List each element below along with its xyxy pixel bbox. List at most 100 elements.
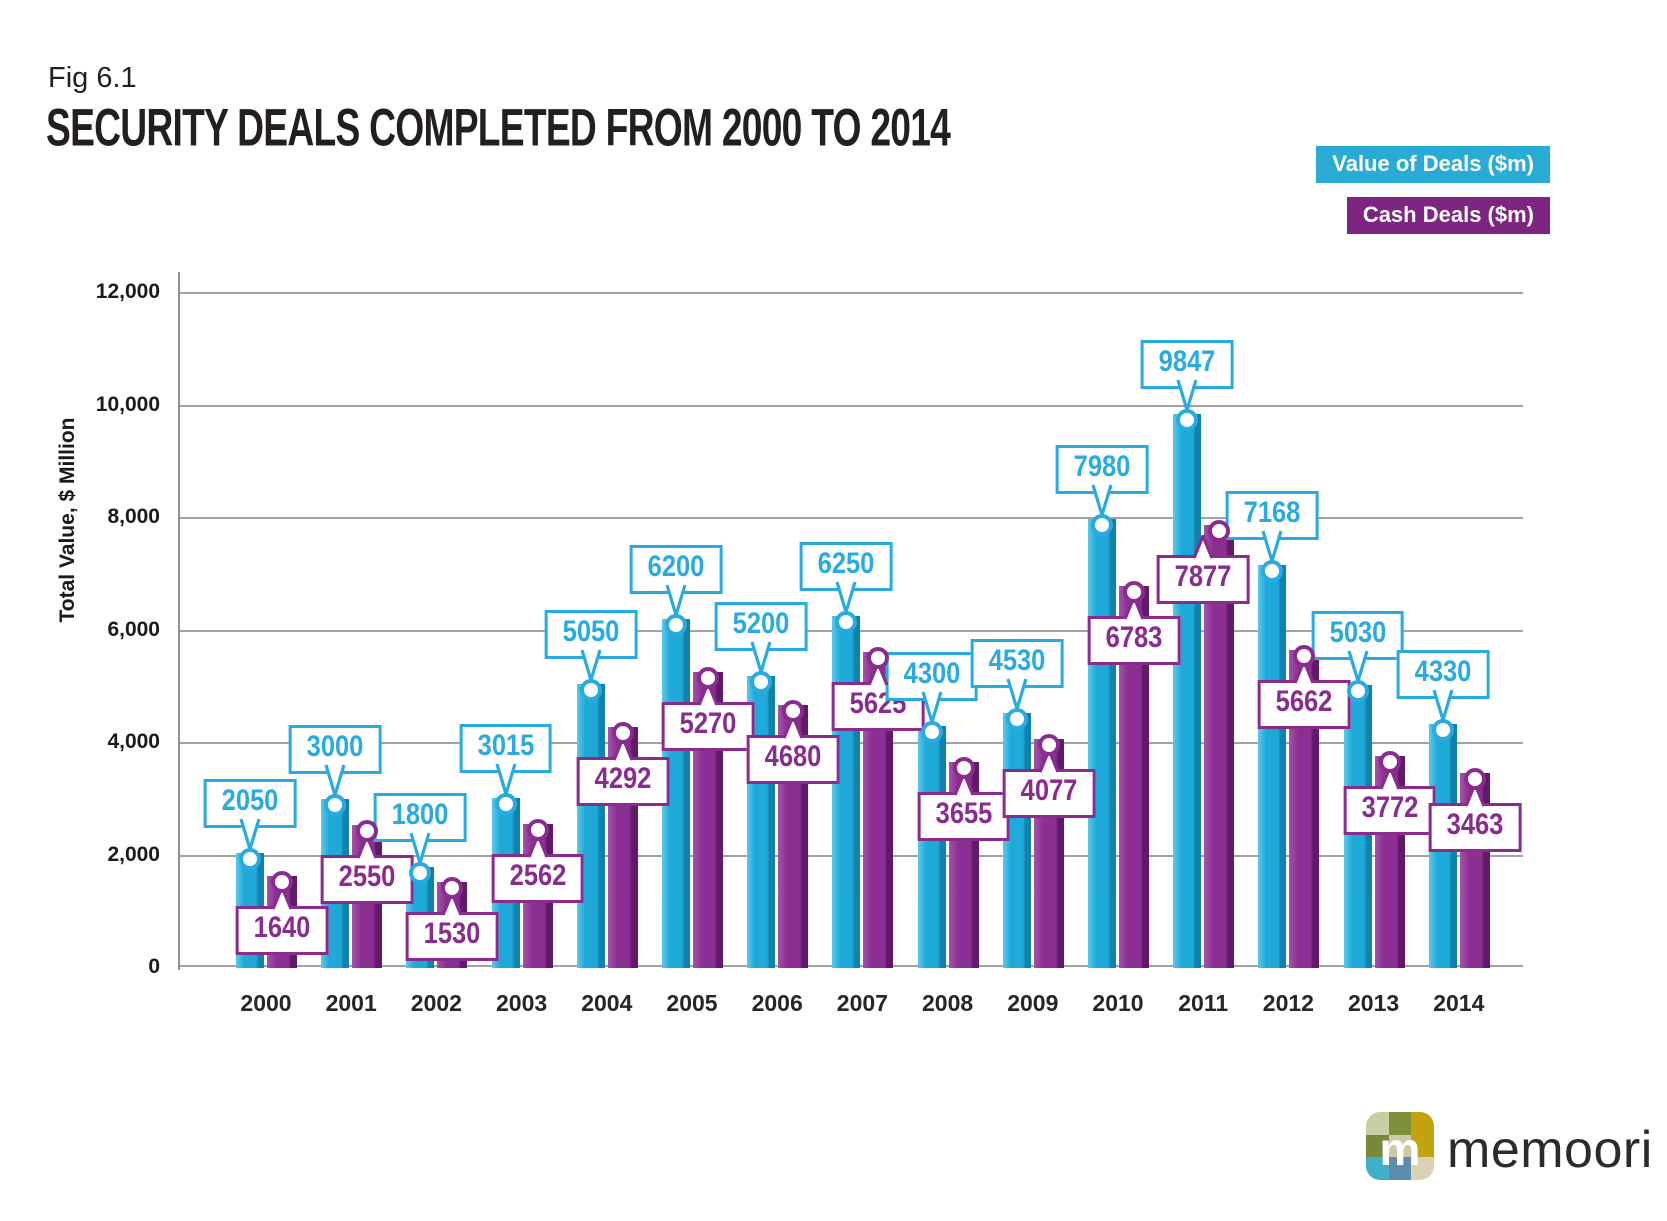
value-label-text: 5030 (1329, 616, 1386, 650)
x-axis-label-2007: 2007 (836, 990, 888, 1016)
figure-title-text: SECURITY DEALS COMPLETED FROM 2000 TO 20… (46, 98, 951, 158)
y-tick-label: 6,000 (107, 617, 160, 641)
marker-value-2006 (750, 670, 773, 693)
logo-tile-3 (1366, 1134, 1389, 1158)
value-label-text: 5200 (732, 606, 790, 640)
marker-cash-2000 (271, 870, 293, 893)
value-label-text: 4330 (1414, 655, 1472, 689)
value-label-value-2003: 3015 (459, 724, 552, 774)
legend-cash-deals: Cash Deals ($m) (1346, 197, 1550, 234)
value-label-text: 6783 (1105, 621, 1163, 655)
gridline-10000 (180, 404, 1523, 407)
y-tick-label: 2,000 (107, 842, 160, 866)
logo-tile-6 (1366, 1157, 1389, 1180)
marker-cash-2008 (952, 757, 975, 780)
y-axis-line (178, 272, 180, 970)
marker-cash-2011 (1208, 519, 1231, 542)
marker-cash-2009 (1037, 733, 1060, 756)
figure-title: SECURITY DEALS COMPLETED FROM 2000 TO 20… (46, 98, 1236, 158)
legend-value-of-deals-label: Value of Deals ($m) (1332, 151, 1534, 176)
bar-value-2008 (917, 726, 946, 968)
marker-value-2005 (665, 614, 687, 637)
marker-value-2013 (1346, 680, 1369, 703)
y-tick-label: 12,000 (95, 280, 160, 303)
x-axis-label-2012: 2012 (1262, 990, 1314, 1016)
memoori-logo-icon: m (1366, 1112, 1434, 1180)
logo-tile-8 (1411, 1157, 1434, 1180)
value-label-text: 1530 (424, 916, 481, 950)
marker-value-2010 (1091, 514, 1113, 537)
value-label-text: 4300 (903, 657, 960, 691)
value-label-text: 2550 (338, 859, 396, 893)
marker-value-2008 (920, 721, 943, 744)
x-axis-label-2005: 2005 (666, 990, 718, 1016)
legend-value-of-deals: Value of Deals ($m) (1316, 146, 1550, 183)
logo-tile-7 (1388, 1157, 1412, 1180)
marker-cash-2010 (1123, 581, 1145, 604)
value-label-text: 2050 (221, 783, 279, 817)
marker-value-2004 (579, 678, 602, 701)
value-label-cash-2001: 2550 (320, 854, 414, 904)
value-label-pointer (1192, 534, 1214, 564)
x-axis-label-2008: 2008 (922, 990, 974, 1016)
y-tick-label: 4,000 (107, 730, 160, 753)
value-label-cash-2009: 4077 (1002, 768, 1096, 818)
memoori-logo-text: memoori (1447, 1121, 1653, 1179)
logo-tile-5 (1411, 1134, 1434, 1158)
logo-tile-1 (1388, 1112, 1412, 1135)
value-label-text: 6250 (818, 547, 875, 581)
marker-cash-2007 (867, 646, 890, 669)
value-label-text: 7168 (1244, 495, 1301, 529)
marker-value-2014 (1431, 719, 1454, 742)
value-label-text: 9847 (1158, 345, 1216, 379)
value-label-cash-2005: 5270 (661, 701, 755, 751)
x-axis-label-2006: 2006 (751, 990, 803, 1016)
x-axis-label-2001: 2001 (325, 990, 377, 1016)
value-label-text: 4292 (594, 761, 652, 795)
y-tick-label: 10,000 (95, 392, 160, 416)
marker-value-2003 (494, 793, 517, 816)
value-label-text: 7980 (1073, 450, 1131, 484)
marker-cash-2002 (441, 876, 464, 899)
value-label-text: 5270 (679, 706, 737, 740)
marker-cash-2005 (697, 666, 719, 689)
x-axis-label-2002: 2002 (410, 990, 462, 1016)
bar-value-2004 (576, 683, 605, 968)
value-label-text: 1640 (253, 910, 311, 944)
value-label-text: 3000 (306, 730, 364, 764)
chart-legend: Value of Deals ($m) Cash Deals ($m) (1316, 146, 1550, 234)
memoori-logo: m memoori (1366, 1112, 1653, 1180)
x-axis-label-2013: 2013 (1348, 990, 1400, 1016)
marker-cash-2014 (1463, 768, 1486, 791)
marker-value-2000 (239, 847, 261, 870)
x-axis-label-2000: 2000 (240, 990, 292, 1016)
value-label-text: 5050 (562, 614, 620, 648)
marker-cash-2004 (611, 721, 634, 744)
y-tick-label: 8,000 (107, 505, 160, 528)
value-label-text: 6200 (647, 550, 705, 584)
x-axis-label-2011: 2011 (1178, 990, 1229, 1016)
marker-value-2009 (1005, 708, 1028, 731)
marker-value-2011 (1176, 409, 1199, 432)
value-label-cash-2014: 3463 (1428, 803, 1522, 853)
value-label-text: 1800 (392, 797, 449, 831)
value-label-text: 4077 (1020, 773, 1078, 807)
value-label-text: 3015 (477, 729, 534, 763)
logo-tile-0 (1366, 1112, 1389, 1135)
marker-cash-2012 (1293, 644, 1316, 667)
value-label-text: 3463 (1446, 808, 1504, 842)
value-label-cash-2004: 4292 (576, 756, 670, 806)
bar-value-2012 (1258, 564, 1287, 968)
marker-cash-2003 (526, 818, 549, 841)
gridline-12000 (180, 292, 1523, 294)
legend-cash-deals-label: Cash Deals ($m) (1362, 202, 1534, 227)
memoori-logo-letter: m (1379, 1123, 1421, 1175)
bar-value-2011 (1173, 414, 1202, 968)
marker-cash-2006 (782, 699, 805, 722)
value-label-text: 3772 (1361, 790, 1418, 824)
value-label-cash-2003: 2562 (491, 853, 584, 903)
value-label-cash-2006: 4680 (746, 734, 840, 784)
value-label-cash-2010: 6783 (1087, 616, 1181, 666)
x-axis-label-2004: 2004 (581, 990, 633, 1016)
